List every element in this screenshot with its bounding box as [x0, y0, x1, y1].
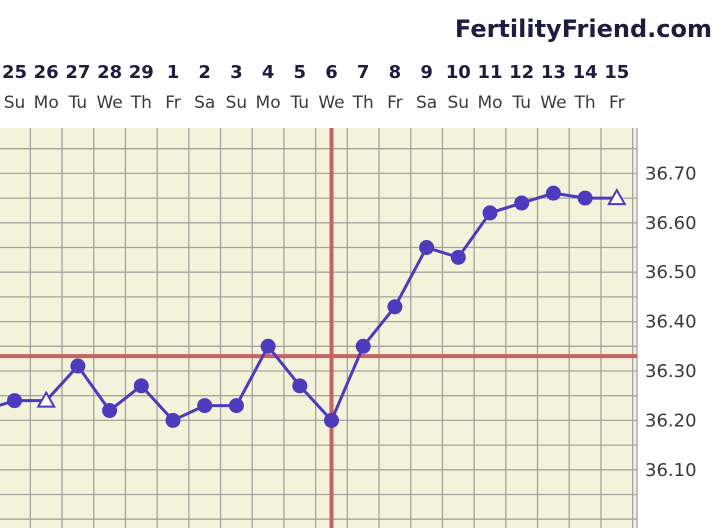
temperature-point-open-triangle: [36, 390, 56, 408]
date-label: 28: [97, 62, 122, 83]
date-label: 9: [420, 62, 433, 83]
date-label: 10: [446, 62, 471, 83]
weekday-label: Sa: [416, 93, 437, 113]
brand-title: FertilityFriend.com: [455, 15, 712, 43]
temperature-point: [387, 299, 403, 315]
date-label: 1: [167, 62, 180, 83]
weekday-label: Su: [226, 93, 248, 113]
date-label: 3: [230, 62, 243, 83]
date-label: 2: [198, 62, 211, 83]
weekday-label: Su: [448, 93, 470, 113]
y-tick-label: 36.50: [645, 262, 697, 283]
temperature-point: [324, 412, 339, 428]
grid-lines: [0, 128, 638, 528]
weekday-label: We: [96, 93, 122, 113]
temperature-series: [0, 185, 627, 428]
date-label: 13: [541, 62, 566, 83]
date-header-row: 25 26 27 28 29 1 2 3 4 5 6 7 8 9 10 11 12 13 14 15: [2, 62, 629, 83]
weekday-label: Su: [4, 93, 26, 113]
weekday-label: Th: [574, 93, 596, 113]
temperature-point: [133, 378, 149, 394]
temperature-point: [228, 398, 244, 414]
temperature-point: [482, 205, 498, 221]
weekday-label: Sa: [194, 93, 215, 113]
weekday-header-row: Su Mo Tu We Th Fr Sa Su Mo Tu We Th Fr Sa Su Mo Tu We Th Fr: [4, 93, 625, 113]
y-tick-label: 36.20: [645, 410, 697, 431]
y-tick-label: 36.10: [645, 460, 697, 481]
weekday-label: Mo: [34, 93, 59, 113]
y-tick-label: 36.40: [645, 312, 697, 333]
temperature-point: [197, 398, 213, 414]
weekday-label: Fr: [609, 93, 625, 113]
weekday-label: Mo: [256, 93, 281, 113]
temperature-point: [102, 403, 118, 419]
temperature-point: [545, 185, 561, 201]
temperature-point: [70, 358, 86, 374]
weekday-label: Tu: [511, 93, 531, 113]
date-label: 25: [2, 62, 27, 83]
temperature-point: [450, 249, 466, 265]
cover-lines: [0, 128, 637, 528]
date-label: 8: [389, 62, 402, 83]
y-tick-label: 36.60: [645, 213, 697, 234]
date-label: 7: [357, 62, 370, 83]
temperature-point: [577, 190, 593, 206]
y-tick-label: 36.70: [645, 163, 697, 184]
temperature-point: [355, 338, 371, 354]
date-label: 4: [262, 62, 275, 83]
weekday-label: Tu: [68, 93, 88, 113]
temperature-point-open-triangle: [607, 188, 627, 206]
date-label: 6: [325, 62, 338, 83]
weekday-label: Tu: [290, 93, 310, 113]
temperature-point: [260, 338, 276, 354]
weekday-label: Fr: [387, 93, 403, 113]
plot-area: [0, 128, 637, 528]
y-axis-labels: 36.70 36.60 36.50 36.40 36.30 36.20 36.10: [645, 163, 697, 480]
temperature-point: [514, 195, 530, 211]
temperature-point: [292, 378, 308, 394]
weekday-label: Th: [352, 93, 374, 113]
weekday-label: Mo: [477, 93, 502, 113]
weekday-label: We: [318, 93, 344, 113]
date-label: 5: [294, 62, 307, 83]
temperature-point: [7, 393, 22, 409]
weekday-label: We: [540, 93, 566, 113]
weekday-label: Th: [130, 93, 152, 113]
weekday-label: Fr: [165, 93, 181, 113]
temperature-point: [419, 240, 435, 255]
temperature-point: [165, 412, 181, 428]
date-label: 12: [509, 62, 534, 83]
y-tick-label: 36.30: [645, 361, 697, 382]
date-label: 11: [477, 62, 502, 83]
date-label: 14: [573, 62, 598, 83]
date-label: 15: [604, 62, 629, 83]
date-label: 29: [129, 62, 154, 83]
date-label: 26: [34, 62, 59, 83]
date-label: 27: [65, 62, 90, 83]
